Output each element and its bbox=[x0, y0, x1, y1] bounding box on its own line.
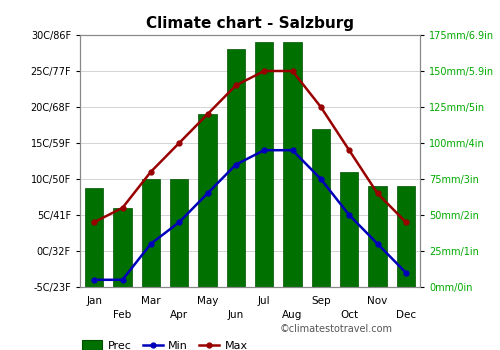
Text: Jan: Jan bbox=[86, 296, 102, 306]
Text: Jul: Jul bbox=[258, 296, 270, 306]
Bar bbox=[396, 186, 415, 287]
Bar bbox=[368, 186, 386, 287]
Bar bbox=[312, 128, 330, 287]
Text: Aug: Aug bbox=[282, 310, 302, 320]
Text: ©climatestotravel.com: ©climatestotravel.com bbox=[280, 324, 393, 334]
Bar bbox=[255, 42, 274, 287]
Text: Apr: Apr bbox=[170, 310, 188, 320]
Text: Nov: Nov bbox=[368, 296, 388, 306]
Bar bbox=[226, 49, 245, 287]
Bar bbox=[85, 188, 103, 287]
Text: May: May bbox=[197, 296, 218, 306]
Bar bbox=[142, 179, 160, 287]
Bar bbox=[114, 208, 132, 287]
Text: Feb: Feb bbox=[114, 310, 132, 320]
Bar bbox=[284, 42, 302, 287]
Text: Oct: Oct bbox=[340, 310, 358, 320]
Text: Jun: Jun bbox=[228, 310, 244, 320]
Title: Climate chart - Salzburg: Climate chart - Salzburg bbox=[146, 16, 354, 31]
Text: Sep: Sep bbox=[311, 296, 330, 306]
Text: Mar: Mar bbox=[141, 296, 161, 306]
Legend: Prec, Min, Max: Prec, Min, Max bbox=[82, 341, 248, 350]
Text: Dec: Dec bbox=[396, 310, 416, 320]
Bar bbox=[340, 172, 358, 287]
Bar bbox=[170, 179, 188, 287]
Bar bbox=[198, 114, 216, 287]
